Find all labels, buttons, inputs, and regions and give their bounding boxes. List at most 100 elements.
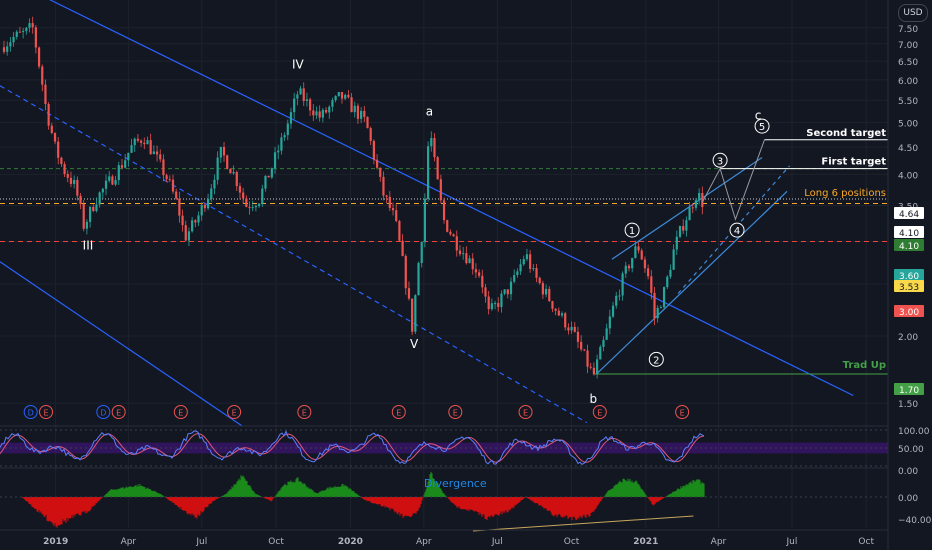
candle-body <box>694 200 698 208</box>
candle-body <box>85 221 89 229</box>
candle-body <box>678 226 682 237</box>
candle-body <box>446 220 449 232</box>
candle-body <box>6 46 9 52</box>
candle-body <box>471 258 474 270</box>
candle-body <box>321 109 324 118</box>
event-marker-label: E <box>680 409 685 418</box>
candle-body <box>478 272 481 276</box>
x-tick-label: Apr <box>416 537 432 547</box>
candle-body <box>124 160 127 168</box>
candle-body <box>251 207 254 209</box>
event-marker <box>448 405 463 419</box>
oscillator-fast-line <box>0 430 705 466</box>
candle-body <box>44 84 47 105</box>
candle-body <box>698 192 701 201</box>
candle-body <box>519 264 522 272</box>
candle-body <box>666 276 669 288</box>
candle-body <box>289 112 293 124</box>
wave-circle-label: 5 <box>759 122 765 133</box>
candle-body <box>455 236 458 251</box>
candle-body <box>589 366 592 368</box>
candle-body <box>637 246 640 251</box>
candle-body <box>171 179 175 192</box>
candle-body <box>331 100 334 107</box>
candle-body <box>430 138 433 147</box>
y-tick-label: 1.50 <box>898 400 918 410</box>
level-annotation: Long 6 positions <box>804 188 886 199</box>
candle-body <box>602 339 605 347</box>
event-marker <box>111 405 126 419</box>
level-annotation: Second target <box>806 128 886 139</box>
candle-body <box>583 349 586 351</box>
x-tick-label: Oct <box>268 537 284 547</box>
candle-body <box>557 310 560 316</box>
x-tick-label: Apr <box>121 537 137 547</box>
candle-body <box>407 288 411 299</box>
candle-body <box>9 42 12 47</box>
candle-body <box>69 177 73 184</box>
candle-body <box>334 95 337 101</box>
x-tick-label: 2020 <box>338 537 363 547</box>
event-marker <box>518 405 533 419</box>
event-marker-label: D <box>28 409 34 418</box>
divergence-line <box>473 515 694 532</box>
candle-body <box>267 175 270 178</box>
price-tag-label: 4.10 <box>899 242 919 252</box>
candle-body <box>200 204 203 216</box>
candle-body <box>146 140 149 145</box>
wave-label: IV <box>292 57 305 71</box>
candle-body <box>650 276 653 293</box>
candle-body <box>324 109 328 113</box>
candle-body <box>302 88 305 101</box>
candle-body <box>191 220 194 232</box>
wave-labels: III IV a Vb c 1 2 3 4 5 <box>83 57 770 406</box>
candle-body <box>257 203 261 206</box>
currency-badge[interactable]: USD <box>898 4 928 22</box>
wave-circle-label: 4 <box>734 226 740 237</box>
candle-body <box>117 165 120 181</box>
candle-body <box>538 277 541 284</box>
candle-body <box>544 288 548 295</box>
oscillator-band <box>0 442 888 454</box>
candle-body <box>672 249 675 270</box>
event-marker-label: E <box>116 409 121 418</box>
event-marker-label: E <box>453 409 458 418</box>
price-tag-label: 3.53 <box>899 283 919 293</box>
candle-body <box>640 250 643 260</box>
candle-body <box>366 116 369 129</box>
candle-body <box>669 269 672 277</box>
candle-body <box>95 204 98 212</box>
candle-body <box>187 231 191 241</box>
price-tag-label: 4.10 <box>899 229 919 239</box>
candle-body <box>264 175 267 189</box>
candle-body <box>372 140 375 160</box>
candle-body <box>286 123 289 136</box>
event-marker-label: E <box>597 409 602 418</box>
x-tick-label: 2019 <box>43 537 68 547</box>
event-marker <box>675 405 690 419</box>
macd-tick: −40.00 <box>898 516 932 526</box>
candle-body <box>159 154 162 160</box>
candle-body <box>194 220 197 223</box>
candle-body <box>337 92 340 96</box>
channel-lines <box>0 0 854 427</box>
event-marker <box>592 405 607 419</box>
candle-body <box>88 206 92 222</box>
candle-body <box>312 110 315 116</box>
candle-body <box>22 31 25 33</box>
candle-body <box>353 105 356 113</box>
candle-body <box>675 236 678 250</box>
candle-body <box>296 94 299 99</box>
y-tick-label: 2.00 <box>898 333 918 343</box>
candle-body <box>535 268 538 278</box>
candle-body <box>509 281 513 295</box>
wave-circle <box>729 222 745 238</box>
candle-body <box>423 198 427 243</box>
y-tick-label: 5.50 <box>898 97 918 107</box>
candle-body <box>28 23 31 28</box>
price-tag <box>894 305 924 317</box>
candle-body <box>47 104 50 126</box>
candle-body <box>391 208 395 211</box>
oscillator-tick: 0.00 <box>898 467 918 477</box>
